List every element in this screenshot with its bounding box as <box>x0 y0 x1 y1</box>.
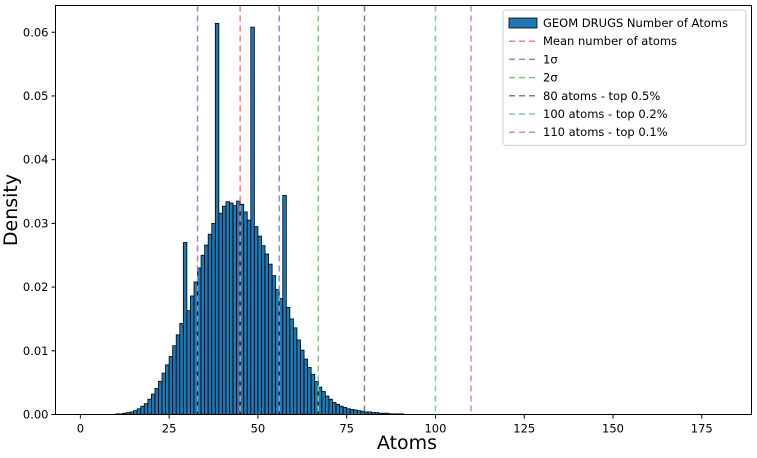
legend-label: Mean number of atoms <box>543 34 677 48</box>
legend-swatch <box>508 17 538 29</box>
histogram-bar <box>282 194 287 415</box>
histogram-bar <box>161 372 166 415</box>
histogram-bar <box>175 334 181 415</box>
histogram-bar <box>182 242 188 415</box>
y-tick-label: 0.06 <box>23 25 49 39</box>
legend-label: 2σ <box>543 71 558 85</box>
histogram-bar <box>190 295 195 415</box>
histogram-bar <box>349 409 355 415</box>
legend-label: 1σ <box>543 52 558 66</box>
histogram-bar <box>165 364 170 415</box>
histogram-bar <box>285 307 291 415</box>
histogram-bar <box>289 318 294 415</box>
histogram-bar <box>243 211 248 415</box>
y-tick-label: 0.02 <box>23 280 49 294</box>
legend-label: 110 atoms - top 0.1% <box>543 125 668 139</box>
bars-group <box>115 22 404 415</box>
x-tick-label: 150 <box>602 422 624 436</box>
histogram-bar <box>225 201 230 415</box>
histogram-bar <box>143 403 149 415</box>
histogram-bar <box>133 410 138 415</box>
histogram-bar <box>207 233 213 415</box>
legend-label: 100 atoms - top 0.2% <box>543 107 668 121</box>
histogram-bar <box>339 405 344 415</box>
histogram-bar <box>200 254 206 415</box>
legend: GEOM DRUGS Number of Atoms Mean number of… <box>502 9 747 146</box>
reference-lines-group <box>196 5 472 415</box>
y-tick-label: 0.00 <box>23 408 49 422</box>
y-tick-label: 0.03 <box>23 216 49 230</box>
histogram-bar <box>179 322 184 415</box>
histogram-bar <box>335 403 340 415</box>
histogram-bar <box>353 409 358 415</box>
histogram-bar <box>271 275 277 415</box>
y-axis-ticks: 0.00 0.01 0.02 0.03 0.04 0.05 0.06 <box>23 25 56 422</box>
y-tick-label: 0.01 <box>23 344 49 358</box>
histogram-bar <box>168 356 174 415</box>
histogram-bar <box>332 401 337 415</box>
legend-label: 80 atoms - top 0.5% <box>543 89 660 103</box>
histogram-bar <box>307 366 312 415</box>
x-tick-label: 25 <box>162 422 177 436</box>
histogram-bar <box>214 22 220 415</box>
histogram-bar <box>264 253 269 415</box>
legend-label: GEOM DRUGS Number of Atoms <box>543 16 728 30</box>
histogram-bar <box>150 393 156 415</box>
histogram-bar <box>204 244 209 415</box>
histogram-bar <box>246 219 252 415</box>
histogram-bar <box>346 408 351 415</box>
histogram-bar <box>321 391 326 415</box>
histogram-bar <box>342 407 348 415</box>
legend-box <box>502 9 747 146</box>
histogram-bar <box>140 405 145 415</box>
histogram-bar <box>229 202 234 415</box>
histogram-bar <box>154 387 159 415</box>
histogram-bar <box>147 398 152 415</box>
histogram-bar <box>261 245 266 415</box>
histogram-bar <box>136 408 142 415</box>
histogram-bar <box>356 410 362 415</box>
histogram-bar <box>211 222 216 415</box>
y-axis-label: Density <box>0 174 22 246</box>
x-tick-label: 75 <box>339 422 354 436</box>
histogram-bar <box>172 345 177 415</box>
x-tick-label: 0 <box>77 422 84 436</box>
x-axis-label: Atoms <box>377 432 437 454</box>
histogram-bar <box>324 395 330 415</box>
x-tick-label: 50 <box>251 422 266 436</box>
histogram-bar <box>328 398 333 415</box>
histogram-bar <box>293 327 298 415</box>
histogram-bar <box>232 205 238 415</box>
histogram-bar <box>250 26 255 415</box>
histogram-bar <box>221 205 227 415</box>
histogram-bar <box>268 263 273 415</box>
x-tick-label: 100 <box>424 422 446 436</box>
histogram-bar <box>253 226 259 415</box>
x-tick-label: 175 <box>691 422 713 436</box>
y-tick-label: 0.04 <box>23 153 49 167</box>
plot-frame <box>55 5 752 415</box>
x-axis-ticks: 0 25 50 75 100 125 150 175 <box>77 414 713 436</box>
histogram-bar <box>300 349 305 415</box>
histogram-bar <box>257 235 262 415</box>
histogram-bar <box>218 212 223 415</box>
histogram-bar <box>296 339 301 415</box>
histogram-bar <box>303 358 309 415</box>
x-tick-label: 125 <box>513 422 535 436</box>
histogram-bar <box>186 310 191 415</box>
histogram-bar <box>310 373 316 415</box>
y-tick-label: 0.05 <box>23 89 49 103</box>
histogram-bar <box>158 380 163 415</box>
